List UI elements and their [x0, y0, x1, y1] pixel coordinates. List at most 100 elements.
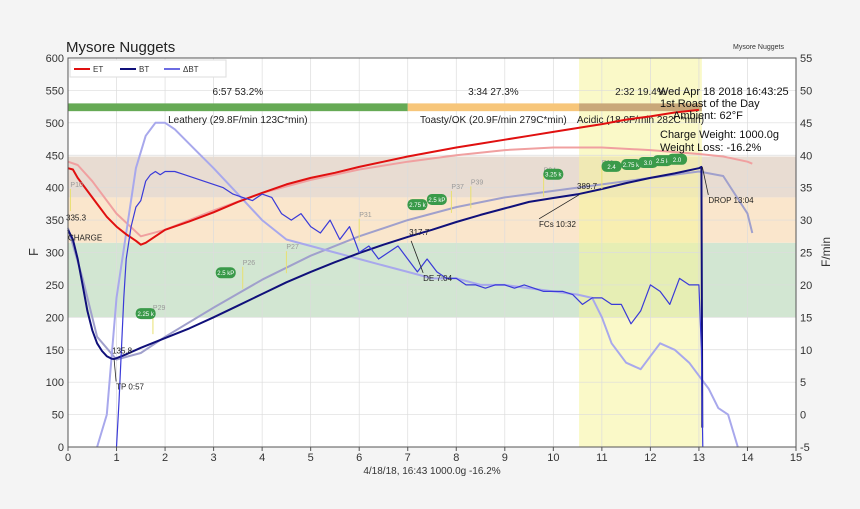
x-tick-label-3: 3 — [211, 452, 217, 464]
tag-label-4: P37 — [451, 184, 464, 191]
y-left-tick-label-8: 400 — [46, 183, 64, 195]
series-dbt — [115, 170, 704, 448]
x-tick-label-14: 14 — [741, 452, 753, 464]
y-left-tick-label-0: 0 — [58, 442, 64, 454]
corner-label: Mysore Nuggets — [733, 44, 784, 51]
y-right-tick-label-4: 15 — [800, 312, 812, 324]
marker-badge-3 — [426, 193, 447, 205]
series-et — [67, 108, 700, 246]
axes: 0 1 2 3 4 5 6 7 8 9 10 11 12 13 14 15050100150200250300… — [46, 53, 813, 464]
tag-label-5: P39 — [471, 179, 484, 186]
y-right-tick-label-9: 40 — [800, 150, 812, 162]
event-line-2 — [410, 240, 424, 273]
series-lines — [67, 108, 754, 448]
phase-label-0: Leathery (29.8F/min 123C*min) — [168, 115, 308, 126]
phase-time-0: 6:57 53.2% — [213, 87, 264, 98]
y-left-tick-label-12: 600 — [46, 53, 64, 65]
y-right-tick-label-1: 0 — [800, 410, 806, 422]
marker-text-9: 2.0 — [673, 158, 682, 164]
y-left-tick-label-11: 550 — [46, 85, 64, 97]
event-label-0: CHARGE — [68, 234, 102, 243]
marker-text-1: 2.5 kP — [217, 271, 234, 277]
marker-text-5: 2.4 — [607, 165, 616, 171]
legend-label-bt: BT — [139, 65, 149, 74]
y-right-tick-label-8: 35 — [800, 183, 812, 195]
x-tick-label-1: 1 — [113, 452, 119, 464]
x-tick-label-6: 6 — [356, 452, 362, 464]
y-left-tick-label-1: 50 — [52, 410, 64, 422]
y-right-tick-label-7: 30 — [800, 215, 812, 227]
event-line-1 — [113, 359, 117, 382]
legend-label-et: ET — [93, 65, 103, 74]
event-label-4: DROP 13:04 — [708, 196, 754, 205]
x-axis-label: 4/18/18, 16:43 1000.0g -16.2% — [363, 466, 500, 477]
x-tick-label-12: 12 — [644, 452, 656, 464]
y-right-tick-label-3: 10 — [800, 345, 812, 357]
phase-time-2: 2:32 19.4% — [615, 87, 666, 98]
phase-label-2: Acidic (18.0F/min 282C*min) — [577, 115, 704, 126]
x-tick-label-15: 15 — [790, 452, 802, 464]
legend-box — [69, 59, 227, 78]
roast-info: Wed Apr 18 2018 16:43:25 1st Roast of th… — [658, 86, 789, 154]
event-line-3 — [538, 194, 580, 220]
marker-text-4: 3.25 k — [545, 173, 562, 179]
series-et-background — [67, 146, 753, 238]
x-tick-label-7: 7 — [405, 452, 411, 464]
marker-badge-6 — [620, 158, 641, 170]
tag-label-3: P31 — [359, 212, 372, 219]
y-right-tick-label-12: 55 — [800, 53, 812, 65]
event-markers: P29P26P27P31P37P39P04P11P102.25 k2.5 kP2… — [66, 153, 754, 391]
marker-text-8: 2.5 k — [656, 159, 670, 165]
tag-label-1: P26 — [243, 260, 256, 267]
x-tick-label-0: 0 — [65, 452, 71, 464]
x-tick-label-13: 13 — [693, 452, 705, 464]
y-axis-label-right: F/min — [819, 237, 833, 267]
marker-text-0: 2.25 k — [137, 312, 154, 318]
marker-text-3: 2.5 kP — [428, 198, 445, 204]
y-left-tick-label-9: 450 — [46, 150, 64, 162]
phase-bar-0 — [68, 103, 408, 112]
event-value-2: 317.7 — [409, 228, 430, 237]
info-ambient: Ambient: 62°F — [673, 110, 743, 122]
marker-badge-2 — [407, 199, 428, 211]
phase-bars: 6:57 53.2% Leathery (29.8F/min 123C*min) 3… — [68, 87, 704, 126]
series-dbt-background — [96, 121, 739, 448]
event-label-3: FCs 10:32 — [539, 220, 576, 229]
event-label-1: TP 0:57 — [116, 382, 144, 391]
event-value-0: 335.3 — [66, 214, 87, 223]
event-value-1: 135.8 — [112, 346, 133, 355]
y-left-tick-label-5: 250 — [46, 280, 64, 292]
y-right-tick-label-11: 50 — [800, 85, 812, 97]
event-value-3: 389.7 — [577, 182, 598, 191]
y-right-tick-label-0: -5 — [800, 442, 810, 454]
event-label-2: DE 7:04 — [423, 274, 452, 283]
plot-frame — [67, 57, 797, 448]
marker-badge-5 — [601, 160, 622, 172]
x-tick-label-2: 2 — [162, 452, 168, 464]
chart-title: Mysore Nuggets — [66, 39, 175, 56]
marker-badge-9 — [667, 153, 688, 165]
info-roast-of-day: 1st Roast of the Day — [660, 98, 760, 110]
legend-label-dbt: ΔBT — [183, 65, 199, 74]
y-axis-label-left: F — [26, 248, 41, 256]
marker-text-6: 2.75 k — [623, 163, 640, 169]
y-left-tick-label-2: 100 — [46, 377, 64, 389]
marker-badge-0 — [135, 308, 156, 320]
marker-text-7: 3.0 — [644, 161, 653, 167]
marker-badge-4 — [543, 168, 564, 180]
x-tick-label-10: 10 — [547, 452, 559, 464]
info-weight-loss: Weight Loss: -16.2% — [660, 142, 762, 154]
series-bt — [67, 165, 704, 428]
tag-label-8: P10 — [70, 182, 83, 189]
tag-label-2: P27 — [286, 244, 299, 251]
y-left-tick-label-4: 200 — [46, 312, 64, 324]
y-right-tick-label-10: 45 — [800, 118, 812, 130]
y-left-tick-label-3: 150 — [46, 345, 64, 357]
x-tick-label-11: 11 — [596, 452, 607, 464]
phase-label-1: Toasty/OK (20.9F/min 279C*min) — [420, 115, 567, 126]
y-left-tick-label-6: 300 — [46, 248, 64, 260]
info-datetime: Wed Apr 18 2018 16:43:25 — [658, 86, 789, 98]
marker-text-2: 2.75 k — [409, 203, 426, 209]
y-right-tick-label-5: 20 — [800, 280, 812, 292]
x-tick-label-9: 9 — [502, 452, 508, 464]
